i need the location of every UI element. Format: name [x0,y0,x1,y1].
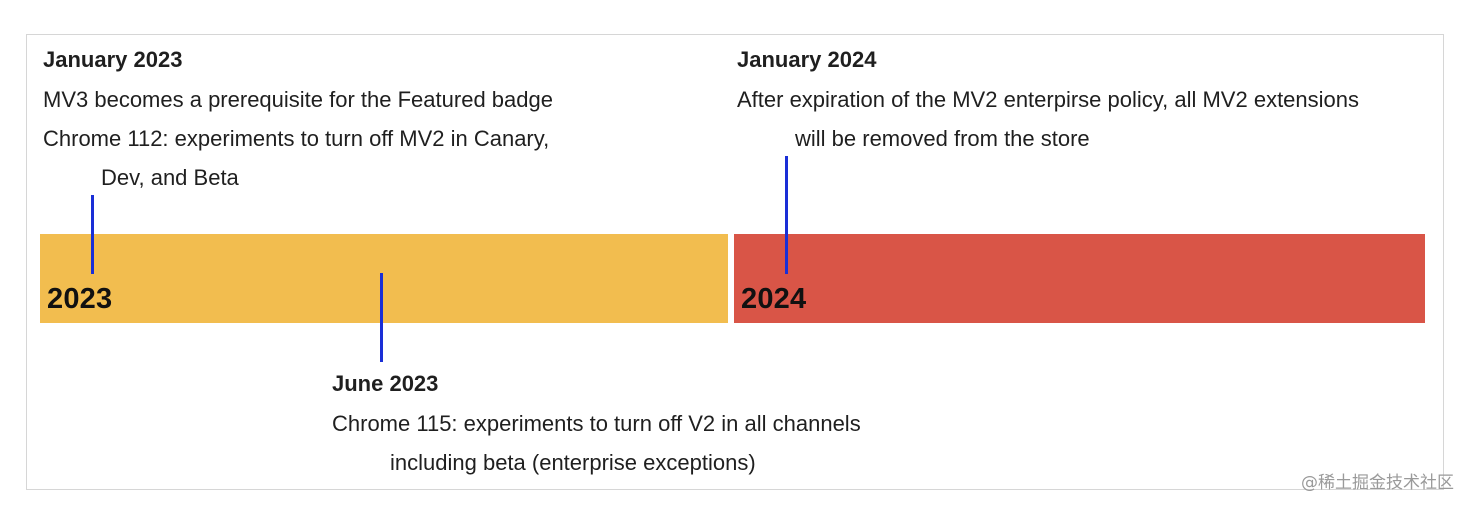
year-label-2024: 2024 [741,283,807,315]
timeline-bar-2024: 2024 [734,234,1425,323]
diagram-frame [26,34,1444,490]
event-january-2024: January 2024 After expiration of the MV2… [737,40,1359,158]
event-line: including beta (enterprise exceptions) [390,450,756,475]
event-line: MV3 becomes a prerequisite for the Featu… [43,87,553,112]
event-title: January 2024 [737,47,877,72]
event-line: Chrome 112: experiments to turn off MV2 … [43,126,550,151]
tick-june-2023 [380,273,383,362]
event-title: June 2023 [332,371,439,396]
event-line: will be removed from the store [795,126,1090,151]
tick-january-2024 [785,156,788,274]
event-june-2023: June 2023 Chrome 115: experiments to tur… [332,364,861,482]
event-line: After expiration of the MV2 enterpirse p… [737,87,1360,112]
event-line: Dev, and Beta [101,165,239,190]
event-january-2023: January 2023 MV3 becomes a prerequisite … [43,40,553,197]
watermark: @稀土掘金技术社区 [1301,473,1454,493]
tick-january-2023 [91,195,94,274]
timeline-bar-2023: 2023 [40,234,728,323]
event-title: January 2023 [43,47,183,72]
year-label-2023: 2023 [47,283,113,315]
event-line: Chrome 115: experiments to turn off V2 i… [332,411,861,436]
